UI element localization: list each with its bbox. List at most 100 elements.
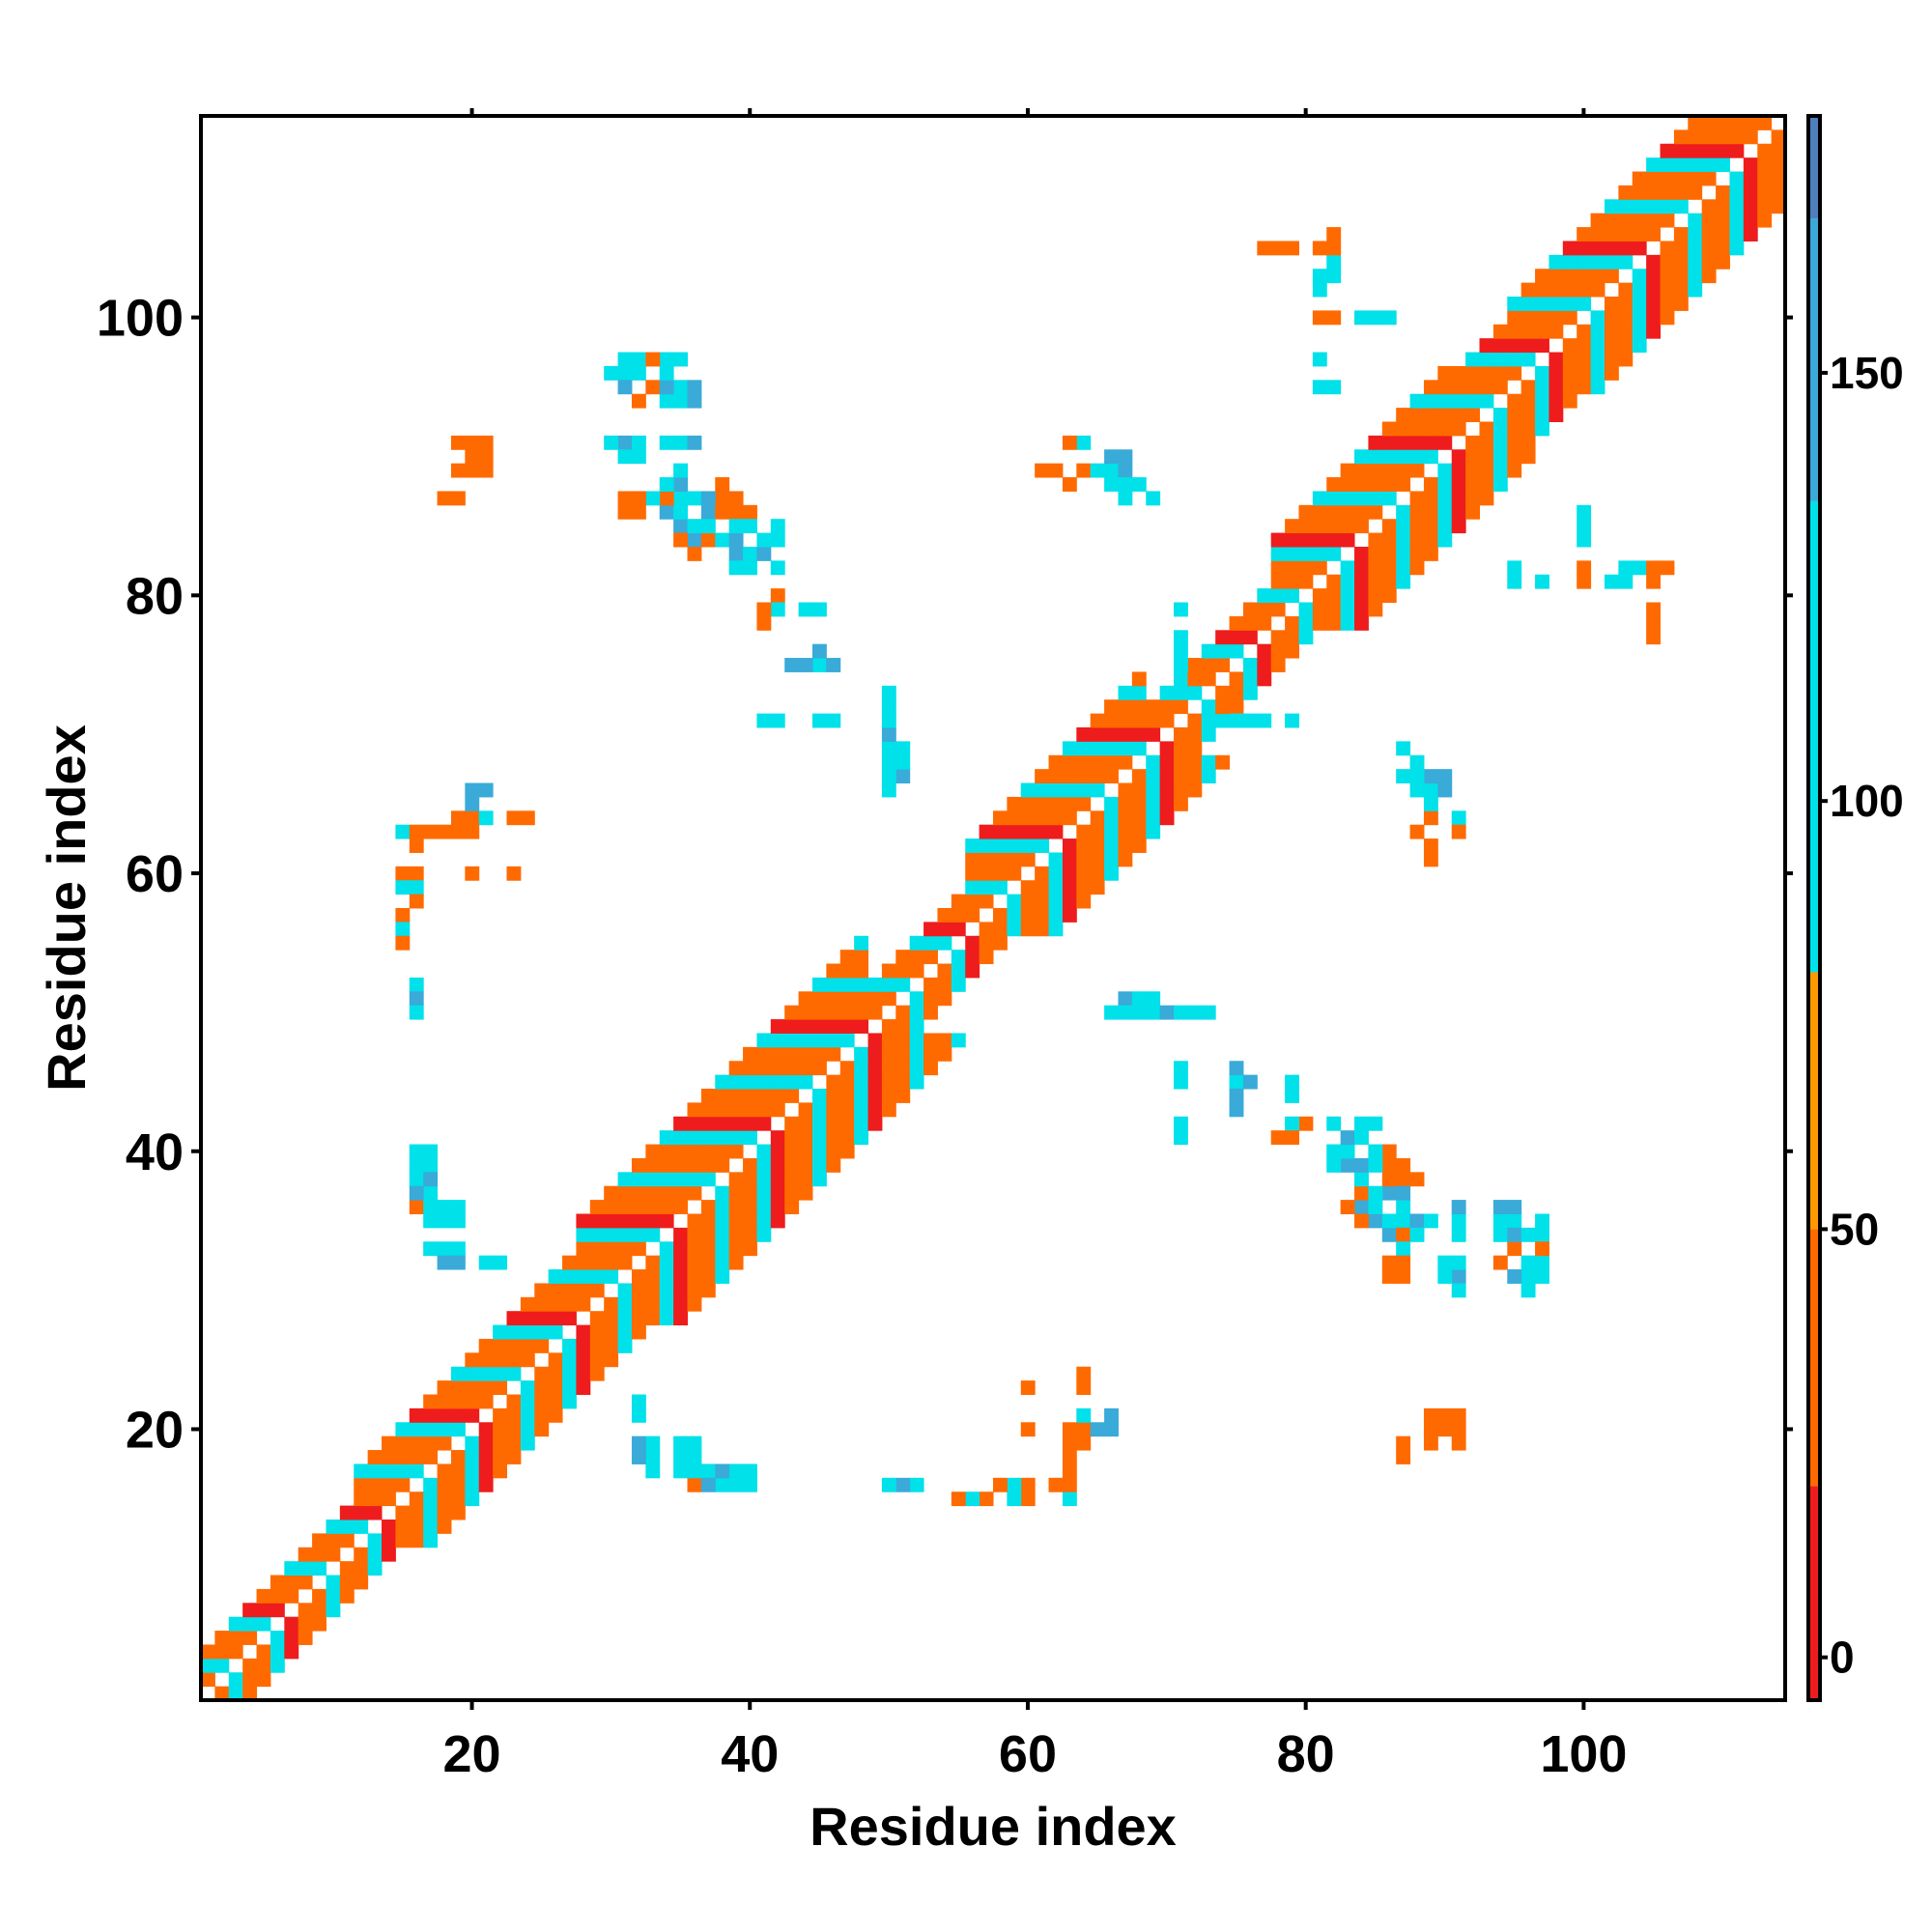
heatmap-cell [756,1061,772,1076]
heatmap-cell [1465,365,1481,381]
heatmap-cell [1673,297,1689,311]
heatmap-cell [465,1352,480,1368]
heatmap-cell [631,1394,646,1409]
heatmap-cell [700,1255,716,1270]
heatmap-cell [1618,213,1634,228]
heatmap-cell [867,1102,883,1118]
heatmap-cell [1312,241,1327,256]
heatmap-cell [951,922,966,937]
heatmap-cell [604,1255,619,1270]
heatmap-cell [493,1324,507,1340]
heatmap-cell [1090,866,1105,881]
heatmap-cell [617,1255,633,1270]
heatmap-cell [728,1130,744,1146]
heatmap-cell [312,1588,327,1604]
heatmap-cell [1201,671,1216,687]
heatmap-cell [993,922,1008,937]
heatmap-cell [631,1324,646,1340]
heatmap-cell [1131,699,1147,715]
heatmap-cell [1535,1213,1549,1229]
heatmap-cell [1618,310,1634,326]
heatmap-cell [1368,1213,1383,1229]
heatmap-cell [395,1463,411,1479]
heatmap-cell [1174,1116,1188,1131]
heatmap-cell [214,1686,230,1701]
heatmap-cell [604,1269,619,1284]
heatmap-cell [409,1005,424,1020]
heatmap-cell [1632,310,1647,326]
heatmap-cell [534,1296,550,1312]
heatmap-cell [909,1046,924,1062]
heatmap-cell [728,1116,744,1131]
heatmap-cell [1396,1185,1411,1201]
heatmap-cell [437,491,452,506]
heatmap-cell [1409,491,1425,506]
heatmap-cell [1354,546,1369,561]
heatmap-cell [659,1269,674,1284]
heatmap-cell [700,1283,716,1298]
heatmap-cell [631,449,646,465]
heatmap-cell [1465,491,1481,506]
heatmap-cell [1118,782,1133,798]
heatmap-cell [826,1130,841,1146]
heatmap-cell [923,1033,938,1048]
heatmap-cell [1451,1269,1466,1284]
heatmap-cell [1368,546,1383,561]
heatmap-cell [1076,894,1092,909]
heatmap-cell [1396,741,1411,756]
heatmap-cell [1673,282,1689,298]
heatmap-cell [715,1144,730,1159]
heatmap-cell [1187,658,1203,672]
heatmap-cell [1270,560,1286,576]
heatmap-cell [1492,449,1508,465]
heatmap-cell [1701,171,1717,186]
heatmap-cell [1076,741,1092,756]
heatmap-cell [743,1130,757,1146]
heatmap-cell [493,1338,507,1353]
heatmap-cell [284,1631,299,1645]
heatmap-cell [700,1130,716,1146]
heatmap-cell [1548,310,1564,326]
heatmap-cell [1396,1241,1411,1257]
heatmap-cell [1396,463,1411,478]
heatmap-cell [937,935,952,951]
heatmap-cell [1104,713,1119,728]
heatmap-cell [617,1283,633,1298]
heatmap-cell [1076,1366,1092,1381]
heatmap-cell [854,1130,869,1146]
heatmap-cell [1507,324,1522,339]
heatmap-cell [728,1061,744,1076]
heatmap-cell [423,1533,439,1548]
heatmap-cell [1577,338,1592,354]
heatmap-cell [326,1575,341,1590]
heatmap-cell [673,1130,689,1146]
heatmap-cell [770,1019,785,1034]
heatmap-cell [1090,824,1105,839]
heatmap-cell [576,1296,591,1312]
heatmap-cell [617,1172,633,1187]
heatmap-cell [881,991,896,1007]
heatmap-cell [798,1116,813,1131]
heatmap-cell [1437,782,1453,798]
heatmap-cell [1409,463,1425,478]
heatmap-cell [1020,810,1036,826]
heatmap-cell [728,1213,744,1229]
heatmap-cell [1618,254,1634,270]
heatmap-cell [1270,602,1286,617]
heatmap-cell [1396,560,1411,576]
heatmap-cell [1660,282,1675,298]
heatmap-cell [1688,254,1703,270]
heatmap-cell [1298,532,1314,548]
heatmap-cell [631,1157,646,1173]
heatmap-cell [1187,671,1203,687]
heatmap-cell [1451,449,1466,465]
heatmap-cell [1507,574,1522,589]
heatmap-cell [242,1631,258,1645]
heatmap-cell [1535,1227,1549,1242]
heatmap-cell [562,1394,577,1409]
heatmap-cell [811,1130,827,1146]
heatmap-cell [1479,365,1494,381]
heatmap-cell [395,824,411,839]
heatmap-cell [743,1089,757,1103]
heatmap-cell [1076,852,1092,867]
